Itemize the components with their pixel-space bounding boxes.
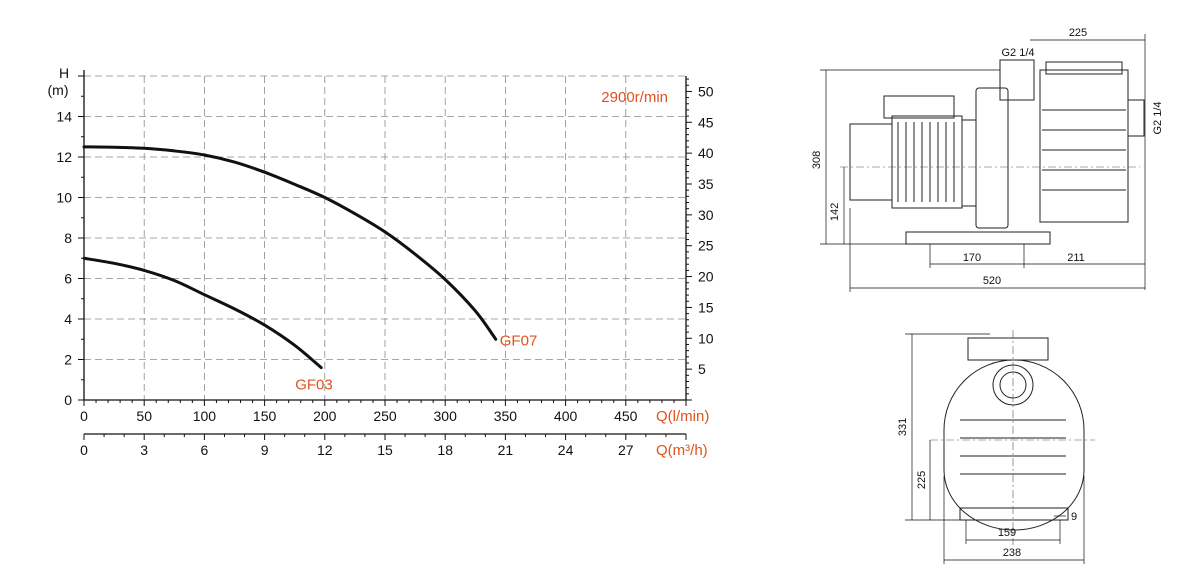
dim-308: 308 bbox=[811, 151, 823, 169]
x2-tick-label: 9 bbox=[261, 442, 269, 458]
dim-238: 238 bbox=[1003, 547, 1021, 559]
x-tick-label: 200 bbox=[313, 408, 337, 424]
x-tick-label: 350 bbox=[494, 408, 518, 424]
y2-tick-label: 50 bbox=[698, 83, 714, 99]
x-tick-label: 0 bbox=[80, 408, 88, 424]
dim-211: 211 bbox=[1067, 252, 1085, 264]
y2-tick-label: 45 bbox=[698, 114, 714, 130]
y-axis-label-unit: (m) bbox=[48, 82, 69, 98]
x2-tick-label: 0 bbox=[80, 442, 88, 458]
y-tick-label: 6 bbox=[64, 271, 72, 287]
y-tick-label: 12 bbox=[56, 149, 72, 165]
y-tick-label: 4 bbox=[64, 311, 72, 327]
pump-side-view-drawing: 225 G2 1/4 G2 1/4 308 142 170 211 520 bbox=[811, 27, 1164, 292]
chart-series: GF07 GF03 bbox=[82, 145, 538, 394]
dim-142: 142 bbox=[829, 203, 841, 221]
dim-520: 520 bbox=[983, 275, 1001, 287]
x-tick-label: 450 bbox=[614, 408, 638, 424]
x2-tick-label: 27 bbox=[618, 442, 634, 458]
y2-tick-label: 5 bbox=[698, 361, 706, 377]
motor-end-cap bbox=[849, 123, 893, 201]
pump-housing bbox=[975, 87, 1009, 229]
front-housing bbox=[943, 359, 1085, 531]
x2-tick-label: 21 bbox=[498, 442, 514, 458]
suction-port bbox=[1127, 99, 1145, 137]
x2-axis-label-m3h: Q(m³/h) bbox=[656, 442, 708, 459]
dim-159: 159 bbox=[998, 527, 1016, 539]
x2-tick-label: 3 bbox=[140, 442, 148, 458]
series-label-gf07: GF07 bbox=[500, 332, 538, 349]
y-tick-label: 10 bbox=[56, 190, 72, 206]
series-label-gf03: GF03 bbox=[295, 377, 333, 394]
y-tick-label: 0 bbox=[64, 392, 72, 408]
basket-ribs bbox=[1042, 109, 1126, 191]
x-axis-label-lmin: Q(l/min) bbox=[656, 408, 709, 425]
x-tick-label: 400 bbox=[554, 408, 578, 424]
y-tick-label: 14 bbox=[56, 109, 72, 125]
x-tick-label: 150 bbox=[253, 408, 277, 424]
strainer-lid bbox=[1045, 61, 1123, 75]
pump-front-view-drawing: 331 225 159 9 238 bbox=[897, 330, 1095, 564]
dim-225-front: 225 bbox=[916, 471, 928, 489]
dim-331: 331 bbox=[897, 418, 909, 436]
y2-tick-label: 20 bbox=[698, 269, 714, 285]
x2-tick-label: 6 bbox=[201, 442, 209, 458]
y2-tick-label: 25 bbox=[698, 238, 714, 254]
dim-170: 170 bbox=[963, 252, 981, 264]
y-tick-label: 8 bbox=[64, 230, 72, 246]
series-line-gf07 bbox=[82, 145, 498, 341]
dim-9: 9 bbox=[1071, 511, 1077, 523]
dim-discharge-thread: G2 1/4 bbox=[1001, 47, 1034, 59]
y-axis-label-h: H bbox=[59, 65, 69, 81]
x2-tick-label: 15 bbox=[377, 442, 393, 458]
front-base bbox=[959, 507, 1069, 521]
y-tick-label: 2 bbox=[64, 352, 72, 368]
discharge-port bbox=[999, 59, 1035, 101]
y2-tick-label: 10 bbox=[698, 330, 714, 346]
x-tick-label: 300 bbox=[434, 408, 458, 424]
x-tick-label: 250 bbox=[373, 408, 397, 424]
y2-tick-label: 35 bbox=[698, 176, 714, 192]
x2-tick-label: 24 bbox=[558, 442, 574, 458]
x2-tick-label: 18 bbox=[437, 442, 453, 458]
terminal-box bbox=[883, 95, 955, 119]
x-tick-label: 50 bbox=[136, 408, 152, 424]
y2-tick-label: 30 bbox=[698, 207, 714, 223]
y2-tick-label: 40 bbox=[698, 145, 714, 161]
x-tick-label: 100 bbox=[193, 408, 217, 424]
series-line-gf03 bbox=[82, 256, 323, 370]
motor-body bbox=[891, 115, 963, 209]
dim-225-top: 225 bbox=[1069, 27, 1087, 39]
x2-tick-label: 12 bbox=[317, 442, 333, 458]
chart-grid bbox=[84, 75, 687, 400]
dim-suction-thread: G2 1/4 bbox=[1152, 101, 1164, 134]
front-lid bbox=[967, 337, 1049, 361]
pump-base bbox=[905, 231, 1051, 245]
speed-label: 2900r/min bbox=[601, 89, 668, 106]
strainer-basket bbox=[1039, 69, 1129, 223]
motor-flange bbox=[961, 119, 977, 207]
motor-fins bbox=[897, 122, 955, 202]
y2-tick-label: 15 bbox=[698, 299, 714, 315]
